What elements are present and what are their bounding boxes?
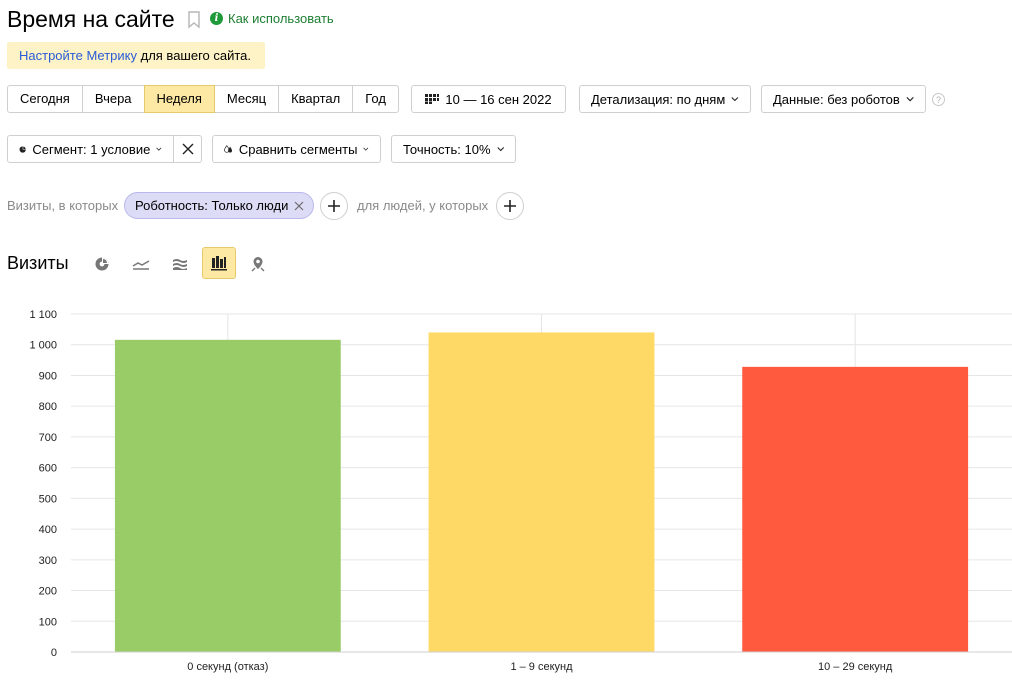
help-link-label: Как использовать [228,11,334,26]
data-label: Данные: без роботов [773,91,900,107]
chip-remove-icon[interactable] [294,201,304,211]
page-title: Время на сайте [7,6,175,32]
y-tick-label: 700 [39,432,57,444]
plus-icon [328,200,340,212]
compare-label: Сравнить сегменты [238,141,358,157]
period-button[interactable]: Неделя [143,85,215,113]
calendar-icon [425,94,440,104]
compare-segments-dropdown[interactable]: Сравнить сегменты [212,135,381,163]
chevron-down-icon [731,97,739,102]
segment-dropdown[interactable]: Сегмент: 1 условие [7,135,174,163]
y-tick-label: 800 [39,401,57,413]
close-icon [182,143,193,155]
pie-chart-icon[interactable] [91,253,113,275]
period-button[interactable]: Квартал [278,85,354,113]
period-button[interactable]: Месяц [213,85,280,113]
date-range-label: 10 — 16 сен 2022 [445,91,552,107]
add-visit-condition-button[interactable] [320,192,348,220]
bar[interactable] [742,366,969,652]
compare-drops-icon [224,145,233,153]
segment-pie-icon [19,145,26,153]
setup-metrika-link[interactable]: Настройте Метрику [19,48,137,63]
y-tick-label: 900 [39,370,57,382]
y-tick-label: 200 [39,586,57,598]
info-icon: i [210,12,223,25]
bar-chart-icon[interactable] [202,247,236,279]
help-link[interactable]: i Как использовать [210,11,334,26]
data-dropdown[interactable]: Данные: без роботов [761,85,926,113]
y-tick-label: 1 100 [29,309,57,321]
period-button[interactable]: Год [352,85,399,113]
period-button[interactable]: Сегодня [7,85,83,113]
accuracy-dropdown[interactable]: Точность: 10% [391,135,516,163]
people-label: для людей, у которых [357,198,489,213]
visits-title: Визиты [7,253,69,273]
map-icon[interactable] [247,253,269,275]
plus-icon [504,200,516,212]
period-button[interactable]: Вчера [81,85,145,113]
segment-clear-button[interactable] [173,135,202,163]
banner-text: для вашего сайта. [137,48,252,63]
filter-chip-label: Роботность: Только люди [135,198,289,213]
detail-label: Детализация: по дням [591,91,726,107]
y-tick-label: 1 000 [29,340,57,352]
bar[interactable] [114,339,341,652]
area-chart-icon[interactable] [169,253,191,275]
y-tick-label: 100 [39,616,57,628]
detail-dropdown[interactable]: Детализация: по дням [579,85,751,113]
y-tick-label: 300 [39,555,57,567]
chevron-down-icon [496,147,504,152]
bookmark-icon[interactable] [187,11,201,29]
x-tick-label: 0 секунд (отказ) [187,661,268,673]
y-tick-label: 0 [51,647,57,659]
date-range-button[interactable]: 10 — 16 сен 2022 [411,85,566,113]
filter-chip[interactable]: Роботность: Только люди [124,192,315,219]
y-tick-label: 600 [39,463,57,475]
add-people-condition-button[interactable] [496,192,524,220]
y-tick-label: 400 [39,524,57,536]
x-tick-label: 1 – 9 секунд [510,661,573,673]
y-tick-label: 500 [39,493,57,505]
chevron-down-icon [906,96,914,102]
bar[interactable] [428,332,655,652]
chevron-down-icon [363,147,369,151]
filter-prefix: Визиты, в которых [7,198,119,213]
line-chart-icon[interactable] [130,253,152,275]
accuracy-label: Точность: 10% [403,141,491,157]
segment-label: Сегмент: 1 условие [32,141,151,157]
chevron-down-icon [156,147,162,151]
x-tick-label: 10 – 29 секунд [818,661,893,673]
question-icon[interactable]: ? [932,93,945,106]
setup-banner: Настройте Метрику для вашего сайта. [7,42,265,69]
period-selector: Сегодня Вчера Неделя Месяц Квартал Год [7,85,399,113]
